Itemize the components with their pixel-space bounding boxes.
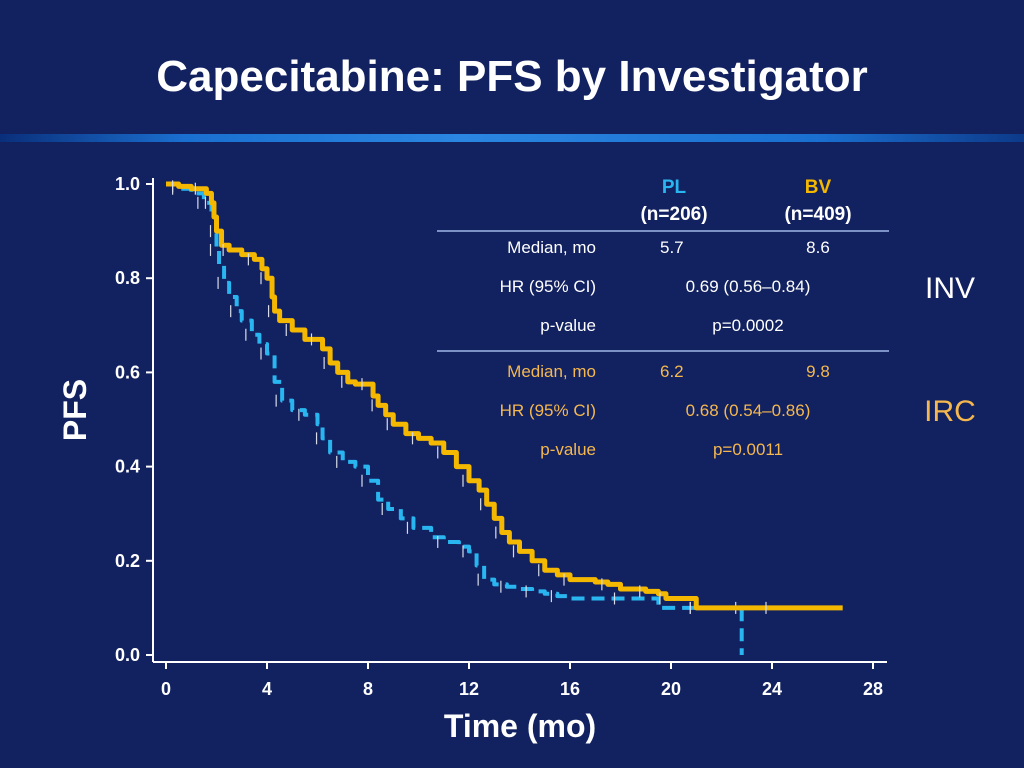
inv-bv-value: 8.6 — [806, 238, 830, 257]
header-pl: PL — [662, 177, 687, 198]
x-tick-label: 24 — [762, 679, 782, 699]
y-tick-label: 0.6 — [115, 362, 140, 382]
y-tick-label: 0.8 — [115, 268, 140, 288]
irc-row-label: HR (95% CI) — [500, 401, 596, 420]
chart-axes: 0.0 0.2 0.4 0.6 0.8 1.0 0 4 8 12 16 20 24 28 Time (mo)… — [57, 174, 887, 744]
x-tick-label: 16 — [560, 679, 580, 699]
stats-table: PL (n=206) BV (n=409) Median, mo 5.7 8.6 HR (95… — [437, 177, 976, 459]
x-tick-label: 28 — [863, 679, 883, 699]
inv-row-value: p=0.0002 — [712, 316, 783, 335]
x-tick-label: 20 — [661, 679, 681, 699]
irc-label: IRC — [924, 395, 976, 428]
series-bv-line — [166, 181, 843, 611]
inv-row-label: Median, mo — [507, 238, 596, 257]
irc-row-value: p=0.0011 — [713, 440, 783, 459]
header-bv: BV — [805, 177, 832, 198]
y-tick-label: 0.4 — [115, 457, 140, 477]
inv-row-label: HR (95% CI) — [500, 277, 596, 296]
y-tick-label: 0.2 — [115, 551, 140, 571]
x-tick-label: 12 — [459, 679, 479, 699]
header-bv-n: (n=409) — [784, 204, 851, 225]
irc-pl-value: 6.2 — [660, 362, 684, 381]
x-tick-label: 4 — [262, 679, 272, 699]
header-pl-n: (n=206) — [640, 204, 707, 225]
x-tick-label: 8 — [363, 679, 373, 699]
irc-row-label: p-value — [540, 440, 596, 459]
x-tick-label: 0 — [161, 679, 171, 699]
inv-pl-value: 5.7 — [660, 238, 684, 257]
chart-series — [166, 180, 843, 655]
y-tick-label: 0.0 — [115, 645, 140, 665]
inv-row-label: p-value — [540, 316, 596, 335]
x-axis-title: Time (mo) — [444, 708, 596, 744]
inv-row-value: 0.69 (0.56–0.84) — [686, 277, 811, 296]
y-tick-label: 1.0 — [115, 174, 140, 194]
title-divider — [0, 134, 1024, 142]
irc-bv-value: 9.8 — [806, 362, 830, 381]
irc-row-value: 0.68 (0.54–0.86) — [686, 401, 811, 420]
irc-row-label: Median, mo — [507, 362, 596, 381]
inv-label: INV — [925, 272, 975, 305]
y-axis-title: PFS — [57, 379, 93, 441]
slide-title: Capecitabine: PFS by Investigator — [156, 52, 868, 101]
